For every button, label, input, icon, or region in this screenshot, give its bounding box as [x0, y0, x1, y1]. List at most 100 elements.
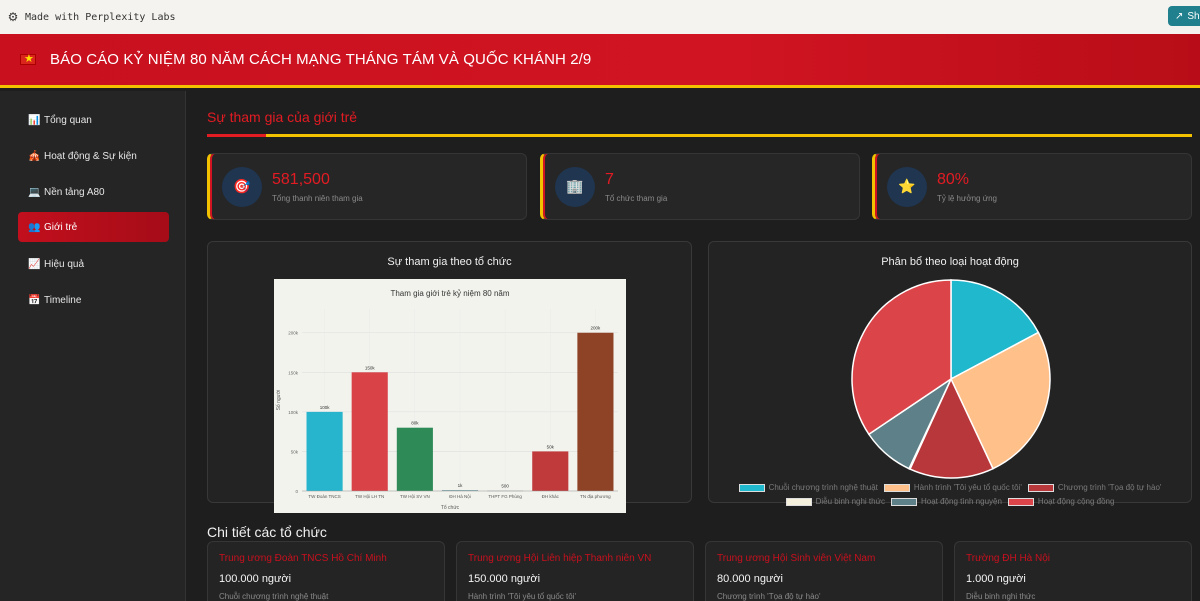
people-icon: 👥 [28, 221, 41, 233]
legend-label: Hoạt động tình nguyện [920, 497, 1002, 506]
sidebar: 📊 Tổng quan 🎪 Hoạt động & Sự kiện 💻 Nền tảng … [0, 91, 186, 601]
bar-data-label: 500 [501, 484, 509, 489]
bar [532, 451, 569, 491]
org-count: 150.000 người [468, 573, 541, 585]
org-card[interactable]: Trung ương Đoàn TNCS Hồ Chí Minh 100.000… [207, 541, 445, 601]
org-name: Trung ương Hội Sinh viên Việt Nam [717, 553, 876, 564]
bar-chart-panel-title: Sự tham gia theo tổ chức [387, 256, 512, 268]
labs-bar: ⚙ Made with Perplexity Labs ↗ Sh [0, 0, 1200, 34]
org-card[interactable]: Trung ương Hội Sinh viên Việt Nam 80.000… [705, 541, 943, 601]
stat-card-organizations: 🏢 7 Tổ chức tham gia [540, 153, 860, 220]
building-icon: 🏢 [555, 166, 595, 207]
bar-data-label: 1k [458, 483, 464, 488]
x-axis-label: Tổ chức [441, 504, 460, 511]
legend-swatch [1007, 497, 1034, 506]
org-activity: Diễu binh nghi thức [966, 592, 1036, 601]
pie-chart-panel-title: Phân bổ theo loại hoạt động [881, 256, 1019, 268]
pie-slice [908, 377, 994, 479]
legend-swatch [890, 497, 917, 506]
y-tick-label: 100k [288, 410, 299, 415]
x-tick-label: THPT FG Phùng [488, 494, 522, 499]
stat-label: Tổng thanh niên tham gia [272, 193, 363, 203]
trend-icon: 📈 [28, 258, 41, 270]
bar [441, 490, 479, 491]
y-tick-label: 150k [288, 370, 299, 375]
x-tick-label: TW Hội SV VN [400, 494, 430, 499]
org-name: Trường ĐH Hà Nội [966, 553, 1051, 564]
x-tick-label: ĐH khác [542, 494, 560, 499]
vietnam-flag-icon: ★ [20, 53, 36, 65]
org-count: 1.000 người [966, 573, 1026, 585]
stat-card-total-youth: 🎯 581,500 Tổng thanh niên tham gia [207, 153, 527, 220]
sidebar-item-label: Giới trẻ [44, 221, 78, 233]
sidebar-item-label: Timeline [44, 294, 82, 306]
legend-item[interactable]: Chương trình 'Tọa độ tự hào' [1027, 483, 1161, 492]
pie-slice [950, 331, 1051, 470]
legend-item[interactable]: Diễu binh nghi thức [785, 497, 885, 506]
bar-data-label: 150k [365, 365, 376, 370]
sidebar-item-label: Nền tảng A80 [44, 186, 105, 198]
perplexity-logo-icon: ⚙ [7, 10, 19, 24]
bar [306, 411, 343, 491]
legend-label: Diễu binh nghi thức [815, 497, 885, 506]
laptop-icon: 💻 [28, 186, 41, 198]
sidebar-item-youth[interactable]: 👥 Giới trẻ [18, 212, 169, 242]
legend-label: Chuỗi chương trình nghệ thuật [768, 483, 878, 492]
star-icon: ⭐ [887, 166, 927, 207]
sidebar-item-a80-platform[interactable]: 💻 Nền tảng A80 [18, 177, 169, 207]
stat-value: 7 [605, 170, 614, 188]
section-divider [207, 134, 1192, 137]
sidebar-item-activities[interactable]: 🎪 Hoạt động & Sự kiện [18, 141, 169, 171]
y-tick-label: 200k [288, 331, 299, 336]
bar-data-label: 50k [547, 444, 555, 449]
y-tick-label: 0 [295, 489, 298, 494]
bar-chart: Tham gia giới trẻ kỷ niệm 80 năm 0 50k 100k… [276, 289, 618, 511]
sidebar-item-timeline[interactable]: 📅 Timeline [18, 285, 169, 315]
share-label: Sh [1187, 10, 1200, 22]
bar-data-label: 100k [320, 405, 331, 410]
chart-icon: 📊 [28, 114, 41, 126]
x-tick-label: TW Đoàn TNCS [308, 494, 340, 499]
bar-data-label: 80k [411, 421, 419, 426]
section-title: Sự tham gia của giới trẻ [207, 109, 358, 125]
org-card[interactable]: Trường ĐH Hà Nội 1.000 người Diễu binh n… [954, 541, 1192, 601]
y-tick-label: 50k [291, 449, 299, 454]
legend-item[interactable]: Hành trình 'Tôi yêu tổ quốc tôi' [883, 483, 1022, 492]
pie-slice [851, 279, 952, 436]
bar-data-label: 200k [591, 326, 602, 331]
pie-chart-panel: Phân bổ theo loại hoạt động Chuỗi chương… [708, 241, 1192, 506]
org-count: 100.000 người [219, 573, 292, 585]
stat-value: 581,500 [272, 170, 330, 188]
legend-swatch [738, 483, 765, 492]
org-card[interactable]: Trung ương Hội Liên hiệp Thanh niên VN 1… [456, 541, 694, 601]
page-title: BÁO CÁO KỶ NIỆM 80 NĂM CÁCH MẠNG THÁNG T… [50, 51, 592, 68]
bar [396, 427, 433, 491]
legend-swatch [1027, 483, 1054, 492]
sidebar-item-effectiveness[interactable]: 📈 Hiệu quả [18, 249, 169, 279]
org-count: 80.000 người [717, 573, 783, 585]
legend-swatch [785, 497, 812, 506]
sidebar-item-label: Hoạt động & Sự kiện [44, 150, 137, 162]
legend-item[interactable]: Chuỗi chương trình nghệ thuật [738, 483, 878, 492]
bar-chart-image: Tham gia giới trẻ kỷ niệm 80 năm 0 50k 100k… [274, 279, 626, 513]
x-tick-label: ĐH Hà Nội [449, 494, 471, 499]
report-header: ★ BÁO CÁO KỶ NIỆM 80 NĂM CÁCH MẠNG THÁNG… [0, 34, 1200, 88]
tent-icon: 🎪 [28, 150, 41, 162]
legend-item[interactable]: Hoạt động tình nguyện [890, 497, 1002, 506]
bar-chart-title: Tham gia giới trẻ kỷ niệm 80 năm [390, 289, 509, 298]
bar-chart-panel: Sự tham gia theo tổ chức Tham gia giới t… [207, 241, 692, 513]
stat-card-response-rate: ⭐ 80% Tỷ lệ hưởng ứng [872, 153, 1192, 220]
legend-item[interactable]: Hoạt động cộng đồng [1007, 497, 1115, 506]
stat-label: Tỷ lệ hưởng ứng [937, 193, 997, 203]
legend-label: Hoạt động cộng đồng [1037, 497, 1115, 506]
target-icon: 🎯 [222, 166, 262, 207]
share-button[interactable]: ↗ Sh [1168, 6, 1200, 26]
org-name: Trung ương Hội Liên hiệp Thanh niên VN [468, 553, 652, 564]
sidebar-item-label: Hiệu quả [44, 258, 85, 270]
pie-legend: Chuỗi chương trình nghệ thuật Hành trình … [709, 483, 1191, 511]
org-activity: Chương trình 'Tọa độ tự hào' [717, 592, 821, 601]
sidebar-item-overview[interactable]: 📊 Tổng quan [18, 105, 169, 135]
details-title: Chi tiết các tổ chức [207, 524, 327, 540]
legend-swatch [883, 483, 910, 492]
bar [351, 372, 388, 491]
